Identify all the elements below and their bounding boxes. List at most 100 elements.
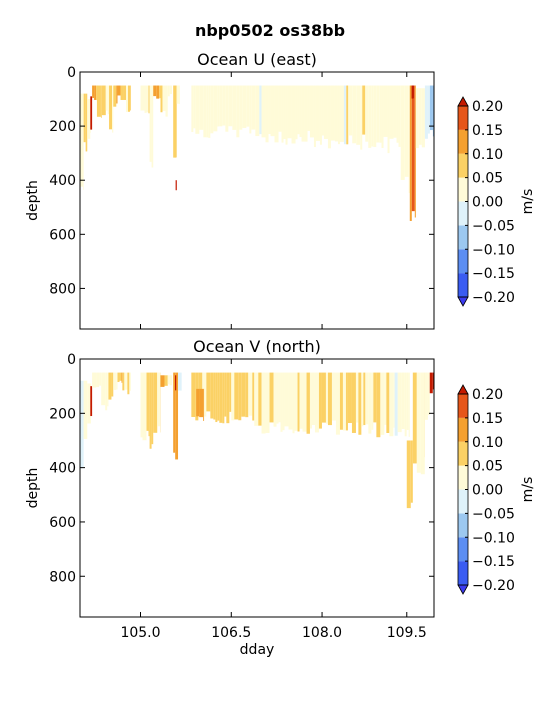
data-cell xyxy=(249,85,252,134)
data-cell-group xyxy=(153,85,161,99)
data-cell xyxy=(371,372,374,430)
data-cell xyxy=(408,372,410,437)
data-cell xyxy=(389,85,394,139)
colorbar-tick-label: 0.05 xyxy=(472,459,503,475)
data-cell-group xyxy=(113,372,118,390)
data-cell xyxy=(146,85,149,113)
data-cell xyxy=(191,85,194,132)
data-cell xyxy=(162,85,166,111)
data-cell xyxy=(319,85,322,145)
data-cell xyxy=(282,372,285,431)
data-cell xyxy=(400,85,405,180)
data-cell xyxy=(339,85,344,142)
data-cell xyxy=(281,85,284,143)
data-cell xyxy=(87,99,91,139)
data-cell-group xyxy=(175,375,177,391)
data-cell xyxy=(80,380,84,469)
colorbar-bin xyxy=(458,273,468,297)
data-cell xyxy=(176,85,177,158)
data-cell xyxy=(101,85,106,116)
data-cell xyxy=(83,380,88,439)
data-cell xyxy=(397,372,402,433)
colorbar-bin xyxy=(458,465,468,490)
data-cell-group xyxy=(231,372,262,426)
figure-suptitle: nbp0502 os38bb xyxy=(195,21,345,40)
y-tick-label: 400 xyxy=(49,173,76,189)
y-tick-label: 200 xyxy=(49,406,76,422)
data-cell xyxy=(199,388,204,418)
data-cell xyxy=(427,85,430,134)
data-cell xyxy=(151,85,154,168)
data-cell xyxy=(284,372,289,427)
data-cell xyxy=(222,85,226,126)
plot-frame xyxy=(79,71,435,330)
data-cell xyxy=(193,85,196,129)
data-cell xyxy=(109,85,113,130)
data-cell-group xyxy=(80,93,84,190)
data-cell xyxy=(111,372,114,397)
data-cell xyxy=(351,372,356,433)
y-tick-label: 800 xyxy=(49,281,76,297)
data-cell xyxy=(173,372,176,453)
data-cell xyxy=(238,372,242,421)
colorbar-bin xyxy=(458,201,468,226)
colorbar-label: m/s xyxy=(520,189,536,215)
data-cell xyxy=(309,372,312,429)
data-cell xyxy=(381,85,384,148)
data-cell xyxy=(429,85,433,131)
data-cell xyxy=(380,372,385,435)
data-cell xyxy=(83,93,84,190)
colorbar-bin xyxy=(458,177,468,202)
data-cell xyxy=(219,372,223,423)
x-axis-label: dday xyxy=(240,642,275,658)
data-cell xyxy=(146,372,149,431)
data-cell xyxy=(297,372,300,432)
data-cell xyxy=(255,85,260,137)
colorbar-bin xyxy=(458,394,468,418)
data-cell xyxy=(342,372,346,431)
data-cell xyxy=(90,386,93,417)
data-cell xyxy=(414,85,416,218)
data-cell xyxy=(225,85,229,132)
data-cell xyxy=(210,85,214,134)
data-cell xyxy=(213,372,216,420)
data-cell xyxy=(297,85,300,135)
colorbar-tick-label: −0.15 xyxy=(472,266,515,282)
data-cell xyxy=(287,85,292,139)
data-cell xyxy=(295,85,298,140)
colorbar-label: m/s xyxy=(520,477,536,503)
data-cell xyxy=(232,85,237,130)
data-cell xyxy=(144,85,147,113)
data-cell xyxy=(122,372,125,391)
data-cell-group xyxy=(424,85,434,139)
data-cell xyxy=(368,372,372,434)
y-tick-label: 800 xyxy=(49,569,76,585)
data-cell-group xyxy=(191,85,262,138)
data-cell xyxy=(234,372,239,420)
data-cell xyxy=(393,85,397,138)
data-cell xyxy=(335,372,340,435)
data-cell-group xyxy=(346,85,380,150)
data-cell-group xyxy=(173,372,179,460)
colorbar-bin xyxy=(458,249,468,274)
data-cell xyxy=(121,372,123,383)
data-cell xyxy=(410,440,413,503)
data-cell xyxy=(167,85,170,97)
colorbar-bin xyxy=(458,537,468,562)
data-cell xyxy=(301,85,305,142)
data-cell xyxy=(416,372,421,473)
data-cell xyxy=(217,85,220,127)
data-cell xyxy=(315,85,320,141)
data-cell-group xyxy=(394,372,410,437)
data-cell xyxy=(376,85,380,143)
data-cell-group xyxy=(113,85,118,107)
data-cell xyxy=(306,372,310,434)
data-cell xyxy=(346,85,349,145)
data-cell-group xyxy=(358,372,395,438)
data-cell xyxy=(401,372,405,429)
data-cell xyxy=(273,372,277,427)
colorbar-extend-min xyxy=(457,584,469,595)
data-cell xyxy=(96,85,101,117)
data-cell xyxy=(108,372,112,400)
colorbar-bin xyxy=(458,561,468,585)
